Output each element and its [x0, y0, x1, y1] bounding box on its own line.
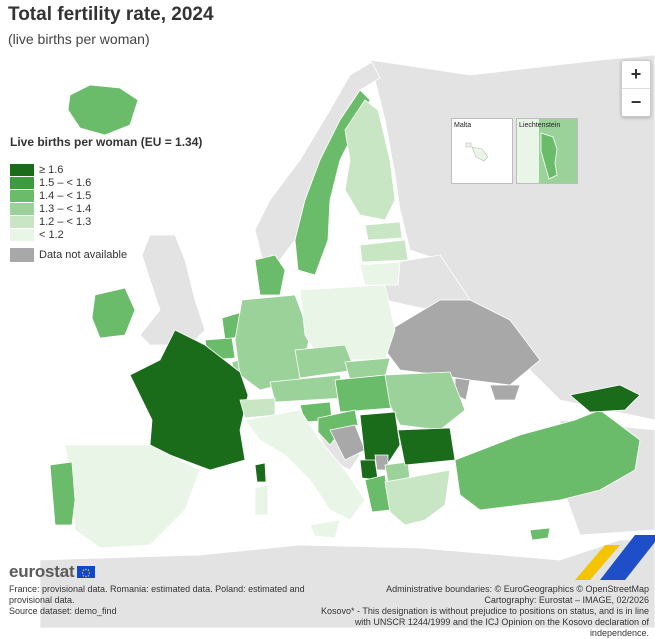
inset-liechtenstein-label: Liechtenstein — [519, 122, 561, 129]
footer-kosovo: Kosovo* - This designation is without pr… — [320, 606, 649, 638]
legend-title: Live births per woman (EU = 1.34) — [10, 135, 203, 149]
countries — [49, 84, 641, 549]
country-turkey — [454, 409, 641, 511]
country-hungary — [334, 374, 393, 413]
inset-malta[interactable]: Malta — [451, 118, 513, 184]
country-corsica — [254, 462, 267, 483]
footer-source: Source dataset: demo_find — [9, 606, 117, 616]
country-italy — [244, 409, 366, 521]
inset-malta-label: Malta — [454, 122, 472, 129]
country-spain — [64, 444, 201, 549]
crimea-russia — [489, 384, 521, 401]
eurostat-logo: eurostat — [9, 562, 96, 582]
footer-note: France: provisional data. Romania: estim… — [9, 584, 305, 605]
country-denmark — [254, 254, 286, 296]
zoom-out-button[interactable]: − — [622, 88, 650, 116]
legend-swatch — [10, 215, 34, 228]
legend: Live births per woman (EU = 1.34) ≥ 1.6 … — [10, 135, 202, 263]
legend-label: < 1.2 — [39, 228, 64, 241]
legend-item: 1.2 – < 1.3 — [10, 215, 202, 228]
legend-label: Data not available — [39, 249, 128, 261]
country-estonia — [364, 221, 403, 241]
country-serbia — [359, 411, 401, 469]
zoom-in-button[interactable]: + — [630, 64, 642, 84]
country-lithuania — [359, 261, 401, 286]
country-montenegro — [359, 459, 379, 481]
map-subtitle: (live births per woman) — [8, 31, 150, 47]
country-finland — [344, 99, 396, 221]
legend-swatch — [10, 176, 34, 189]
legend-swatch — [10, 228, 34, 241]
legend-swatch — [10, 163, 34, 176]
legend-item: 1.3 – < 1.4 — [10, 202, 202, 215]
country-sicily — [309, 519, 341, 539]
zoom-control: + − — [621, 60, 651, 117]
eu-flag-icon — [77, 566, 96, 578]
legend-swatch — [10, 202, 34, 215]
footer-credits: Administrative boundaries: © EuroGeograp… — [319, 584, 649, 639]
country-romania — [384, 371, 466, 431]
footer-boundaries: Administrative boundaries: © EuroGeograp… — [386, 584, 649, 594]
country-iceland — [67, 84, 139, 136]
logo-text: eurostat — [9, 562, 75, 581]
malta-shape — [465, 142, 489, 162]
legend-item: 1.5 – < 1.6 — [10, 176, 202, 189]
north-africa — [39, 539, 655, 628]
legend-label: 1.3 – < 1.4 — [39, 202, 92, 215]
country-switzerland — [239, 397, 276, 419]
legend-item: 1.4 – < 1.5 — [10, 189, 202, 202]
legend-label: 1.2 – < 1.3 — [39, 215, 92, 228]
country-sardinia — [254, 484, 269, 516]
country-georgia — [569, 384, 641, 413]
country-bulgaria — [397, 427, 456, 466]
country-greece — [384, 469, 451, 526]
legend-item-na: Data not available — [10, 247, 202, 263]
legend-label: 1.5 – < 1.6 — [39, 176, 92, 189]
liechtenstein-shape — [517, 119, 558, 183]
footer-notes: France: provisional data. Romania: estim… — [9, 584, 329, 617]
legend-item: < 1.2 — [10, 228, 202, 241]
corner-ribbon — [575, 535, 655, 580]
legend-swatch — [10, 248, 34, 262]
legend-swatch — [10, 189, 34, 202]
country-czechia — [294, 344, 356, 379]
non-eu-land — [39, 54, 655, 628]
country-germany — [234, 294, 311, 391]
country-portugal — [49, 461, 76, 526]
map-title: Total fertility rate, 2024 — [8, 4, 214, 25]
legend-label: 1.4 – < 1.5 — [39, 189, 92, 202]
inset-liechtenstein[interactable]: Liechtenstein — [516, 118, 578, 184]
legend-label: ≥ 1.6 — [39, 163, 64, 176]
country-latvia — [359, 239, 409, 263]
country-cyprus — [529, 527, 551, 541]
footer-cartography: Cartography: Eurostat – IMAGE, 02/2026 — [484, 595, 649, 605]
legend-item: ≥ 1.6 — [10, 163, 202, 176]
country-ireland — [91, 287, 136, 339]
country-albania — [364, 474, 391, 513]
